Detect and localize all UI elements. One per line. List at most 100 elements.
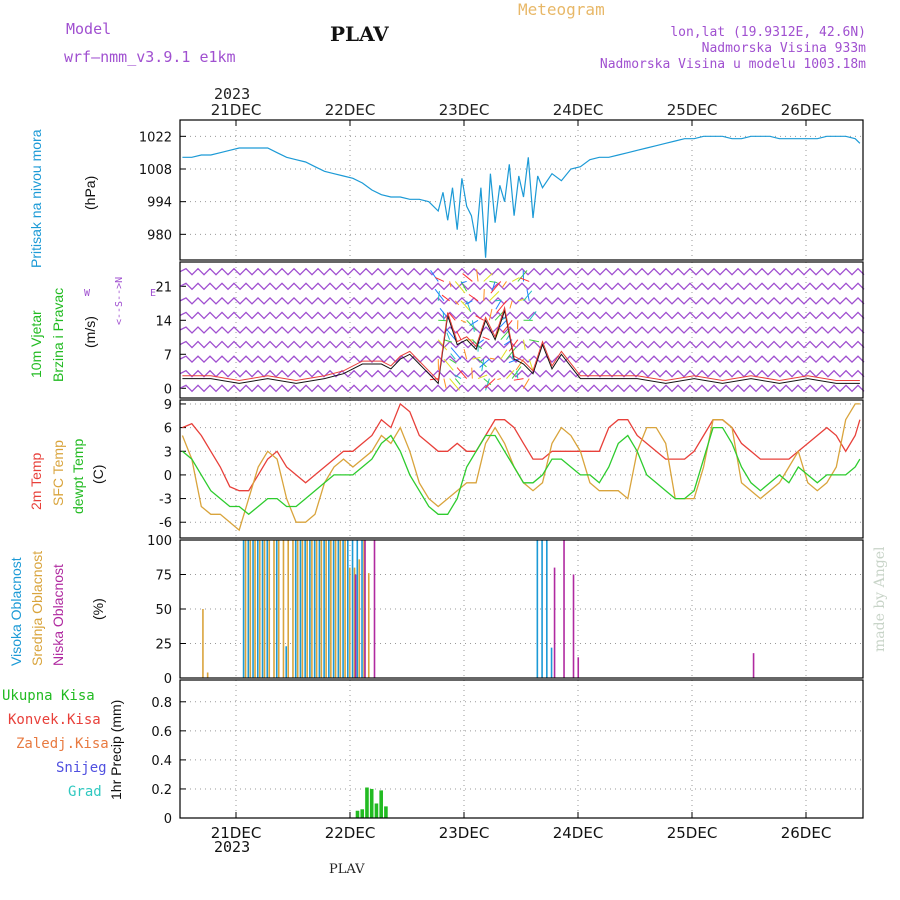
cloud-mid-bar [292,540,294,678]
y-tick-label: 0 [164,382,172,397]
cloud-high-bar [318,540,321,678]
wind-arrow [523,339,526,350]
meteogram-label: Meteogram [518,0,605,19]
wind-arrow [444,327,456,341]
wind-arrow [483,272,493,282]
wind-arrow [454,281,466,294]
wind-arrow [491,281,496,292]
y-tick-label: 0.4 [151,754,172,769]
wind-arrow [434,276,445,282]
wind-gust-line [182,305,860,382]
cloud-mid-bar [315,540,318,678]
wind-arrow [449,358,457,364]
wind-barb-row [179,296,865,305]
wind-arrow [509,300,513,309]
cloud-high-bar [256,540,259,678]
cloud-mid-bar [363,540,365,678]
y-tick-label: 50 [155,603,172,618]
cloud-low-bar [364,540,366,678]
cloud-high-bar [252,540,254,678]
wind-arrow [471,367,473,379]
panel-frame [179,539,864,679]
wind-arrow [485,378,490,391]
wind-arrow [519,277,530,282]
y-tick-label: 21 [155,280,172,295]
wind-arrow [522,378,530,389]
cloud-mid-bar [358,559,361,678]
wind-arrow [471,320,475,332]
precip-bar [360,809,365,818]
cloud-mid-bar [306,540,308,678]
y-tick-label: 14 [155,314,172,329]
wind-arrow [506,370,515,379]
cloud-mid-bar [325,540,327,678]
wind-arrow [496,300,507,314]
cloud-mid-bar [277,540,280,678]
cloud-high-bar [304,540,306,678]
cloud-high-bar [261,540,264,678]
cloud-low-bar [572,574,575,678]
wind-arrow [528,311,537,321]
cloud-high-bar [309,540,311,678]
wind-arrow [446,332,451,340]
legend-grad: Grad [68,784,102,800]
wind-arrow [477,358,487,368]
cloud-high-bar [247,540,250,678]
day-label-top: 21DEC [211,101,262,119]
model-altitude-label: Nadmorska Visina u modelu 1003.18m [599,57,866,72]
wind-arrow [463,349,468,360]
cloud-high-bar [546,540,548,678]
wind-arrow [513,378,524,381]
model-name: wrf—nmm_v3.9.1 e1km [64,48,236,66]
wind-arrow [490,281,502,294]
y-tick-label: 3 [164,445,172,460]
wind-w-label: W [84,288,91,299]
year-bottom: 2023 [214,838,251,856]
panel-frame [179,119,864,261]
wind-arrow [437,339,448,351]
cloud-mid-bar [353,567,356,678]
y-tick-label: 994 [147,196,172,211]
cloud-high-bar [536,540,539,678]
wind-arrow [464,300,473,305]
wind-arrow [501,281,507,288]
wind-arrow [489,280,498,284]
cloud-mid-bar [244,540,247,678]
temp-sfc-line [181,403,860,532]
wind-arrow [466,300,472,312]
wind-arrow [468,294,479,302]
wind-arrow [479,358,490,368]
day-label-top: 25DEC [667,101,718,119]
day-label-top: 24DEC [553,101,604,119]
y-tick-label: -3 [159,493,172,508]
panel-frame [179,261,864,399]
cloud-low-bar [577,657,580,678]
y-tick-label: 0.6 [151,725,172,740]
precip-bar [369,788,374,818]
day-label-bottom: 25DEC [667,824,718,842]
cloud-high-bar [356,540,359,678]
y-tick-label: 100 [147,534,172,549]
y-tick-label: 0 [164,812,172,827]
wind-arrow [450,353,456,360]
cloud-mid-bar [311,540,313,678]
cloud-low-bar [563,540,565,678]
altitude-label: Nadmorska Visina 933m [701,41,866,56]
cloud-mid-bar [367,573,370,678]
legend-zaledj: Zaledj.Kisa [16,736,109,752]
precip-bar [355,810,360,818]
wind-arrow [497,378,501,381]
wind-arrow [488,308,493,321]
y-tick-label: 0 [164,469,172,484]
y-tick-label: 9 [164,398,172,413]
day-label-bottom: 21DEC [211,824,262,842]
wind-barb-row [179,355,865,364]
day-label-top: 22DEC [325,101,376,119]
wind-arrow [430,270,439,282]
wind-arrow [469,319,479,326]
wind-arrow [454,374,462,380]
wind-arrow [456,330,462,340]
wind-arrow [516,370,519,379]
footer-title: PLAV [329,862,365,877]
